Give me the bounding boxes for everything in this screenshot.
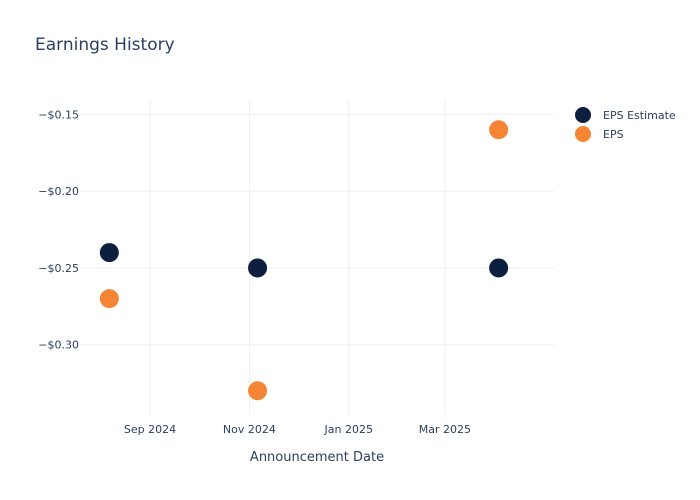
eps-estimate-point[interactable] [489,258,509,278]
eps-estimate-point[interactable] [248,258,268,278]
legend-marker-eps[interactable] [575,126,591,142]
legend-marker-eps-estimate[interactable] [575,107,591,123]
eps-point[interactable] [99,289,119,309]
grid [80,100,554,415]
legend-label-eps[interactable]: EPS [603,128,624,141]
y-tick-label: −$0.25 [38,262,79,275]
legend-label-eps-estimate[interactable]: EPS Estimate [603,109,676,122]
x-axis-title: Announcement Date [250,450,384,465]
data-points [99,120,509,401]
x-tick-label: Jan 2025 [324,423,373,436]
y-axis-ticks: −$0.15 −$0.20 −$0.25 −$0.30 [38,108,79,351]
x-tick-label: Nov 2024 [223,423,276,436]
eps-point[interactable] [248,381,268,401]
y-tick-label: −$0.15 [38,108,79,121]
x-axis-ticks: Sep 2024 Nov 2024 Jan 2025 Mar 2025 [124,423,471,436]
legend[interactable]: EPS Estimate EPS [575,107,676,142]
x-tick-label: Sep 2024 [124,423,176,436]
chart-title: Earnings History [35,35,175,55]
eps-point[interactable] [489,120,509,140]
y-tick-label: −$0.20 [38,185,79,198]
x-tick-label: Mar 2025 [419,423,471,436]
eps-estimate-point[interactable] [99,243,119,263]
y-tick-label: −$0.30 [38,339,79,352]
